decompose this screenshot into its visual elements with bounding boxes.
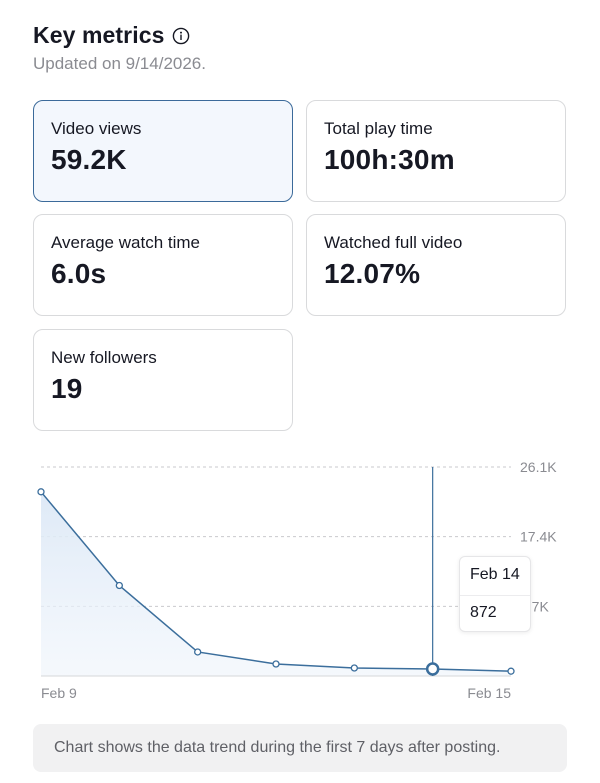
highlighted-point <box>425 662 440 676</box>
chart-footnote: Chart shows the data trend during the fi… <box>33 724 567 772</box>
y-tick-label: 17.4K <box>520 529 557 545</box>
header: Key metrics <box>33 22 190 49</box>
metric-label: Average watch time <box>51 233 200 252</box>
y-tick-label: 26.1K <box>520 459 557 475</box>
metric-value: 19 <box>51 373 83 404</box>
data-point <box>115 581 123 590</box>
metric-value: 6.0s <box>51 258 107 289</box>
data-point <box>507 667 515 675</box>
data-point <box>37 488 45 496</box>
tooltip-date: Feb 14 <box>470 566 520 583</box>
x-tick-label-end: Feb 15 <box>467 685 511 701</box>
metric-label: Watched full video <box>324 233 463 252</box>
metric-value: 12.07% <box>324 258 421 289</box>
page-title: Key metrics <box>33 22 165 48</box>
chart-tooltip: Feb 14 872 <box>459 556 531 632</box>
metric-card-new-followers[interactable]: New followers 19 <box>33 329 293 431</box>
data-point <box>350 664 358 672</box>
metric-card-average-watch-time[interactable]: Average watch time 6.0s <box>33 214 293 316</box>
chart-area-fill <box>41 491 511 676</box>
metric-card-video-views[interactable]: Video views 59.2K <box>33 100 293 202</box>
metric-label: New followers <box>51 348 157 367</box>
x-tick-label-start: Feb 9 <box>41 685 77 701</box>
updated-timestamp: Updated on 9/14/2026. <box>33 54 206 73</box>
data-point <box>272 660 280 668</box>
metric-value: 100h:30m <box>324 144 455 175</box>
metric-value: 59.2K <box>51 144 127 175</box>
metric-label: Total play time <box>324 119 433 138</box>
info-circle-icon[interactable] <box>172 27 190 45</box>
data-point <box>194 648 202 656</box>
metric-card-watched-full-video[interactable]: Watched full video 12.07% <box>306 214 566 316</box>
metric-card-total-play-time[interactable]: Total play time 100h:30m <box>306 100 566 202</box>
metric-label: Video views <box>51 119 142 138</box>
tooltip-value: 872 <box>470 604 497 621</box>
tooltip-divider <box>460 595 530 596</box>
